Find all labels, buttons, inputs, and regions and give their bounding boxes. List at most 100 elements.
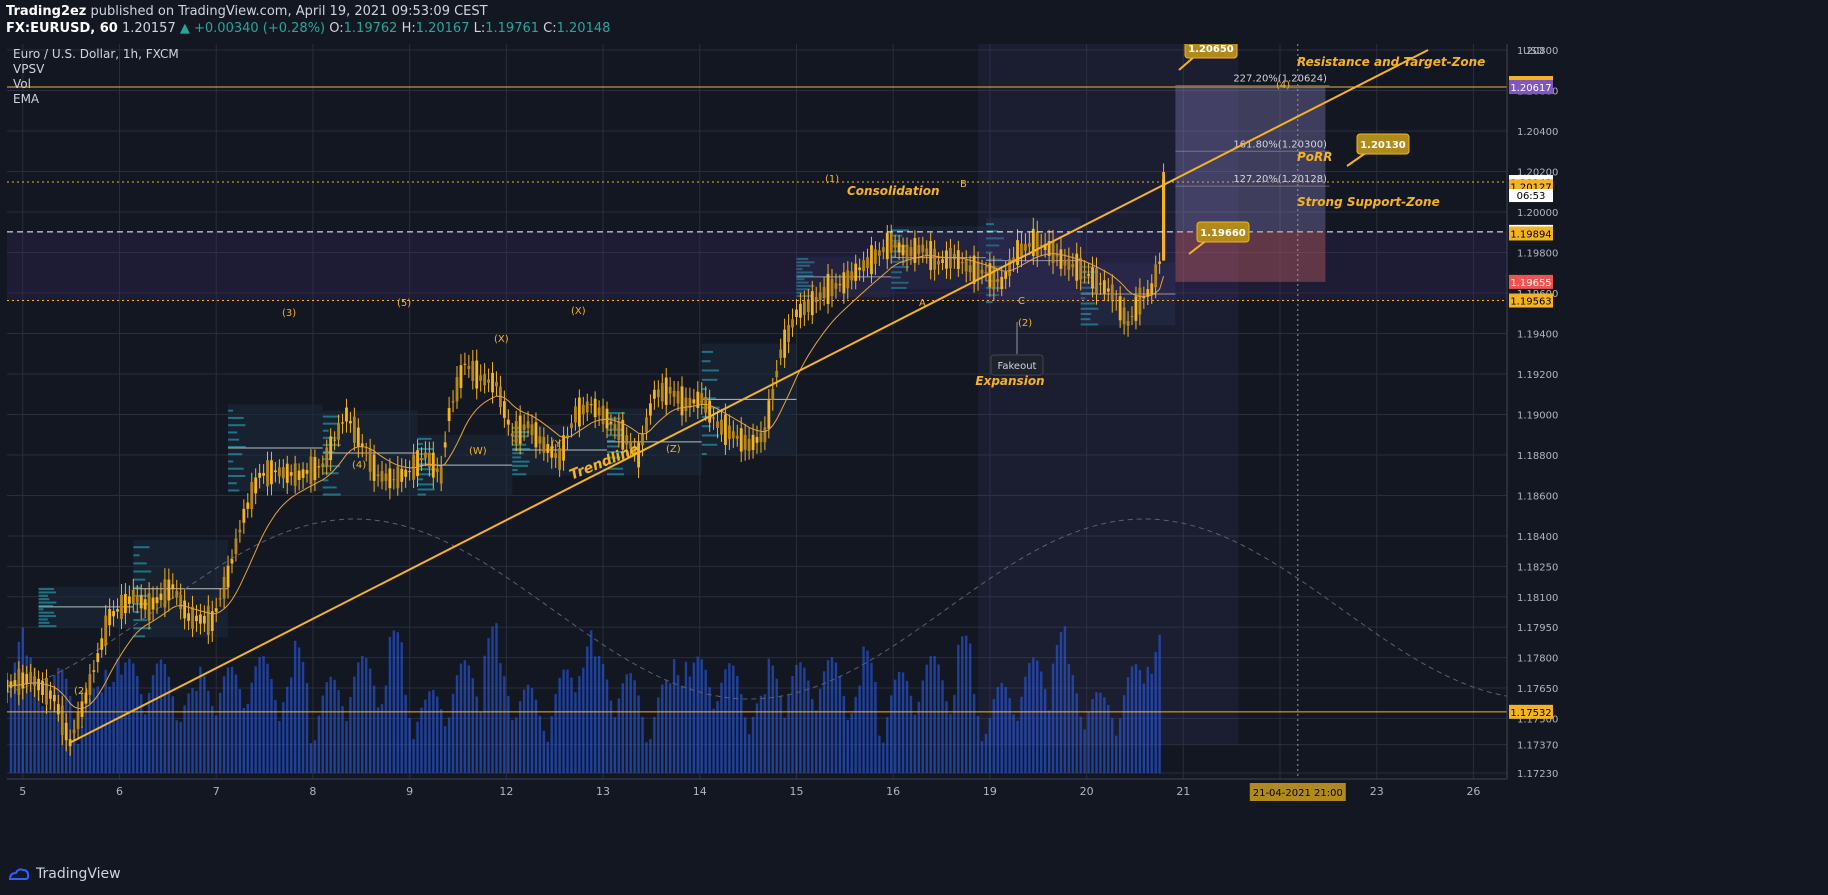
candle-body bbox=[337, 423, 340, 440]
volume-bar bbox=[1107, 704, 1110, 773]
volume-bar bbox=[297, 647, 301, 773]
volume-bar bbox=[917, 701, 921, 773]
volume-bar bbox=[901, 672, 905, 773]
candle-body bbox=[893, 242, 897, 248]
chart-pane[interactable]: 227.20%(1.20624) 161.80%(1.20300) 127.20%(… bbox=[7, 44, 1756, 833]
volume-bar bbox=[582, 667, 585, 773]
tradingview-logo[interactable]: TradingView bbox=[8, 866, 121, 882]
candle-body bbox=[668, 386, 672, 394]
volume-bar bbox=[17, 641, 21, 773]
wave-label: B bbox=[960, 179, 967, 190]
volume-bar bbox=[108, 686, 111, 773]
vp-bar bbox=[1080, 312, 1092, 315]
price-label-bg bbox=[1509, 293, 1553, 308]
candle-body bbox=[349, 420, 352, 424]
open-value: 1.19762 bbox=[343, 21, 398, 36]
candle-body bbox=[759, 432, 763, 443]
symbol[interactable]: FX:EURUSD, 60 bbox=[6, 21, 118, 36]
candle-body bbox=[21, 672, 25, 689]
volume-bar bbox=[440, 709, 443, 773]
price-label-bg bbox=[1509, 274, 1553, 289]
low-value: 1.19761 bbox=[485, 21, 540, 36]
wave-label: (4) bbox=[352, 460, 366, 471]
vp-bar bbox=[607, 445, 619, 448]
price-tick-label: 1.17370 bbox=[1517, 741, 1558, 752]
candle-body bbox=[313, 456, 317, 481]
candle-body bbox=[577, 397, 581, 427]
candle-body bbox=[1051, 241, 1055, 263]
candle-body bbox=[917, 244, 921, 254]
volume-bar bbox=[593, 656, 597, 773]
volume-bar bbox=[400, 642, 403, 773]
candle-body bbox=[258, 472, 262, 478]
high-value: 1.20167 bbox=[415, 21, 470, 36]
volume-bar bbox=[653, 716, 656, 773]
candle-body bbox=[9, 681, 13, 688]
volume-bar bbox=[1079, 716, 1082, 773]
vp-bar bbox=[322, 479, 329, 482]
candle-body bbox=[826, 273, 830, 305]
volume-bar bbox=[41, 706, 44, 773]
candle-body bbox=[238, 529, 242, 533]
candle-body bbox=[945, 250, 948, 269]
volume-bar bbox=[258, 657, 261, 773]
publisher-name[interactable]: Trading2ez bbox=[6, 4, 87, 19]
vp-bar bbox=[1080, 318, 1091, 321]
price-axis-label: 1.17532 bbox=[1510, 708, 1551, 719]
vp-bar bbox=[1080, 276, 1092, 279]
volume-bar bbox=[574, 692, 577, 773]
volume-bar bbox=[775, 678, 778, 773]
candle-body bbox=[988, 263, 992, 288]
support-zone-band bbox=[7, 231, 1507, 301]
candle-body bbox=[1150, 283, 1154, 295]
volume-bar bbox=[858, 685, 861, 773]
vp-bar bbox=[985, 251, 993, 254]
volume-bar bbox=[771, 665, 774, 773]
volume-bar bbox=[293, 640, 297, 773]
candle-body bbox=[400, 468, 404, 482]
vp-bar bbox=[985, 301, 993, 304]
candle-body bbox=[972, 255, 976, 284]
vp-bar bbox=[701, 443, 718, 446]
expansion-label: Expansion bbox=[975, 374, 1044, 388]
candle-body bbox=[135, 596, 139, 603]
vp-bar bbox=[796, 271, 813, 274]
publish-info: Trading2ez published on TradingView.com,… bbox=[6, 4, 488, 19]
candle-body bbox=[846, 270, 850, 289]
volume-bar bbox=[984, 734, 988, 773]
volume-bar bbox=[479, 712, 482, 773]
candle-body bbox=[1099, 283, 1102, 285]
chart-svg[interactable]: 227.20%(1.20624) 161.80%(1.20300) 127.20%(… bbox=[7, 44, 1756, 833]
volume-bar bbox=[238, 689, 242, 773]
vp-bar bbox=[417, 468, 436, 471]
vp-bar bbox=[512, 456, 522, 459]
vp-bar bbox=[417, 488, 435, 491]
vp-bar bbox=[1080, 323, 1099, 326]
cursor-time-bg bbox=[1249, 783, 1346, 801]
vp-bar bbox=[322, 465, 340, 468]
candle-body bbox=[956, 250, 960, 270]
volume-bar bbox=[554, 694, 557, 773]
volume-bar bbox=[408, 717, 411, 773]
trendline[interactable] bbox=[69, 49, 1429, 744]
candle-body bbox=[692, 399, 696, 404]
candle-body bbox=[293, 463, 297, 486]
candle-body bbox=[779, 349, 783, 358]
volume-bar bbox=[1146, 666, 1149, 773]
price-tick-label: 1.17950 bbox=[1517, 623, 1558, 634]
vp-bar bbox=[607, 439, 616, 442]
volume-bar bbox=[988, 718, 992, 773]
candle-body bbox=[727, 425, 731, 439]
candle-body bbox=[325, 447, 329, 466]
volume-bar bbox=[274, 700, 277, 773]
vp-bar bbox=[701, 397, 716, 400]
volume-bar bbox=[518, 701, 522, 773]
candle-body bbox=[542, 436, 546, 453]
candle-body bbox=[246, 502, 250, 509]
volume-bar bbox=[992, 699, 996, 773]
candle-body bbox=[562, 435, 565, 461]
candle-body bbox=[392, 479, 396, 481]
volume-bar bbox=[49, 688, 52, 773]
vp-bar bbox=[891, 276, 901, 279]
candle-body bbox=[1146, 289, 1150, 297]
